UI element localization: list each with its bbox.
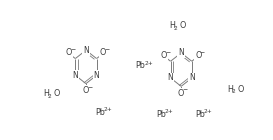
Text: O: O xyxy=(54,89,60,98)
Text: N: N xyxy=(168,74,173,82)
Text: 2+: 2+ xyxy=(104,107,113,112)
Text: N: N xyxy=(189,74,195,82)
Text: O: O xyxy=(238,85,244,94)
Text: 2: 2 xyxy=(232,89,236,94)
Text: −: − xyxy=(70,46,75,51)
Text: 2: 2 xyxy=(48,94,51,99)
Text: O: O xyxy=(195,51,201,60)
Text: O: O xyxy=(178,89,184,98)
Text: −: − xyxy=(182,87,188,92)
Text: O: O xyxy=(179,21,185,31)
Text: 2+: 2+ xyxy=(144,61,153,66)
Text: Pb: Pb xyxy=(195,110,205,119)
Text: Pb: Pb xyxy=(136,61,146,70)
Text: −: − xyxy=(104,46,109,51)
Text: N: N xyxy=(178,48,184,57)
Text: H: H xyxy=(228,85,234,94)
Text: −: − xyxy=(200,49,205,54)
Text: O: O xyxy=(100,48,106,57)
Text: Pb: Pb xyxy=(96,108,105,117)
Text: 2+: 2+ xyxy=(203,109,212,114)
Text: O: O xyxy=(161,51,167,60)
Text: H: H xyxy=(169,21,175,31)
Text: N: N xyxy=(72,71,78,80)
Text: N: N xyxy=(83,46,89,55)
Text: Pb: Pb xyxy=(156,110,166,119)
Text: 2: 2 xyxy=(173,26,177,31)
Text: O: O xyxy=(83,86,89,95)
Text: O: O xyxy=(66,48,72,57)
Text: N: N xyxy=(94,71,99,80)
Text: −: − xyxy=(165,49,170,54)
Text: 2+: 2+ xyxy=(164,109,173,114)
Text: −: − xyxy=(87,84,92,89)
Text: H: H xyxy=(44,89,49,98)
